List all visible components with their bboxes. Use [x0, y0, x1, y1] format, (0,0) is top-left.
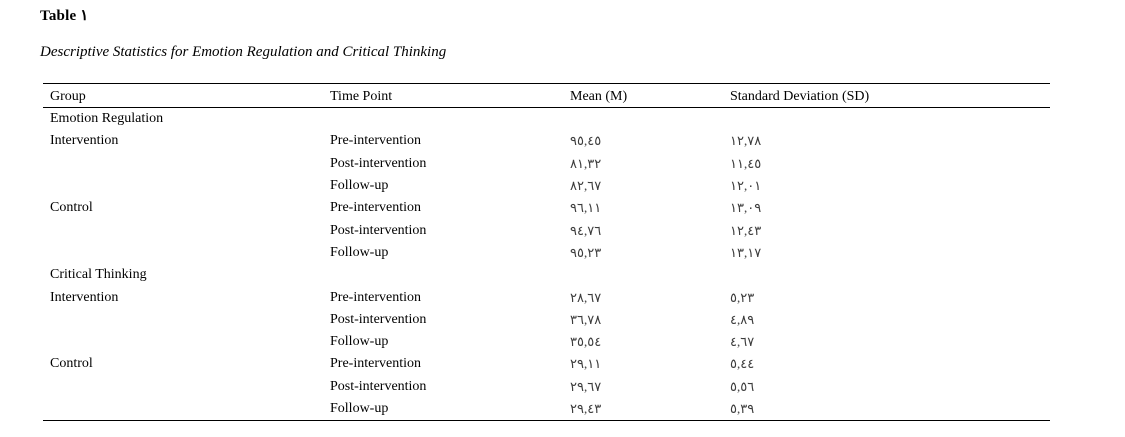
- mean-cell: ٩٦,١١: [570, 200, 602, 216]
- sd-cell: ٤,٨٩: [730, 311, 755, 327]
- time-cell: Pre-intervention: [330, 200, 421, 216]
- group-cell: Critical Thinking: [50, 267, 147, 283]
- mean-cell: ٨٢,٦٧: [570, 178, 602, 194]
- group-cell: Intervention: [50, 133, 119, 149]
- table-header-row: Group Time Point Mean (M) Standard Devia…: [43, 83, 1050, 108]
- sd-cell: ٥,٥٦: [730, 378, 755, 394]
- table-row: Follow-up ٨٢,٦٧ ١٢,٠١: [43, 175, 1050, 197]
- time-cell: Pre-intervention: [330, 356, 421, 372]
- column-header-time-point: Time Point: [330, 88, 393, 104]
- table-caption: Descriptive Statistics for Emotion Regul…: [40, 44, 447, 60]
- time-cell: Post-intervention: [330, 155, 427, 171]
- column-header-group: Group: [50, 88, 86, 104]
- time-cell: Pre-intervention: [330, 289, 421, 305]
- time-cell: Post-intervention: [330, 311, 427, 327]
- mean-cell: ٣٦,٧٨: [570, 311, 602, 327]
- column-header-sd: Standard Deviation (SD): [730, 88, 870, 104]
- table-row: Post-intervention ٣٦,٧٨ ٤,٨٩: [43, 309, 1050, 331]
- mean-cell: ٨١,٣٢: [570, 155, 602, 171]
- sd-cell: ١٢,٧٨: [730, 133, 762, 149]
- table-row: Follow-up ٩٥,٢٣ ١٣,١٧: [43, 242, 1050, 264]
- group-cell: Emotion Regulation: [50, 111, 164, 127]
- group-cell: Intervention: [50, 289, 119, 305]
- time-cell: Pre-intervention: [330, 133, 421, 149]
- table-row: Control Pre-intervention ٩٦,١١ ١٣,٠٩: [43, 197, 1050, 219]
- sd-cell: ٥,٢٣: [730, 289, 755, 305]
- sd-cell: ٥,٤٤: [730, 356, 755, 372]
- sd-cell: ١٣,١٧: [730, 244, 762, 260]
- time-cell: Post-intervention: [330, 222, 427, 238]
- table-number: Table ١: [40, 8, 89, 24]
- table-row: Post-intervention ٩٤,٧٦ ١٢,٤٣: [43, 219, 1050, 241]
- section-row-critical-thinking: Critical Thinking: [43, 264, 1050, 286]
- sd-cell: ١٢,٤٣: [730, 222, 762, 238]
- sd-cell: ١٣,٠٩: [730, 200, 762, 216]
- sd-cell: ٥,٣٩: [730, 401, 755, 416]
- table-row: Intervention Pre-intervention ٢٨,٦٧ ٥,٢٣: [43, 286, 1050, 308]
- sd-cell: ١١,٤٥: [730, 155, 762, 171]
- mean-cell: ٢٩,١١: [570, 356, 602, 372]
- mean-cell: ٢٨,٦٧: [570, 289, 602, 305]
- time-cell: Follow-up: [330, 401, 389, 416]
- statistics-table: Group Time Point Mean (M) Standard Devia…: [43, 83, 1050, 422]
- table-body: Emotion Regulation Intervention Pre-inte…: [43, 108, 1050, 422]
- table-row: Follow-up ٣٥,٥٤ ٤,٦٧: [43, 331, 1050, 353]
- column-header-mean: Mean (M): [570, 88, 628, 104]
- table-row: Intervention Pre-intervention ٩٥,٤٥ ١٢,٧…: [43, 130, 1050, 152]
- time-cell: Follow-up: [330, 178, 389, 194]
- section-row-emotion-regulation: Emotion Regulation: [43, 108, 1050, 130]
- table-row: Control Pre-intervention ٢٩,١١ ٥,٤٤: [43, 353, 1050, 375]
- mean-cell: ٩٥,٤٥: [570, 133, 602, 149]
- group-cell: Control: [50, 200, 93, 216]
- mean-cell: ٩٥,٢٣: [570, 244, 602, 260]
- mean-cell: ٣٥,٥٤: [570, 334, 602, 350]
- table-row: Post-intervention ٢٩,٦٧ ٥,٥٦: [43, 376, 1050, 398]
- mean-cell: ٢٩,٦٧: [570, 378, 602, 394]
- time-cell: Post-intervention: [330, 378, 427, 394]
- group-cell: Control: [50, 356, 93, 372]
- table-row: Follow-up ٢٩,٤٣ ٥,٣٩: [43, 398, 1050, 420]
- table-row: Post-intervention ٨١,٣٢ ١١,٤٥: [43, 153, 1050, 175]
- time-cell: Follow-up: [330, 244, 389, 260]
- mean-cell: ٢٩,٤٣: [570, 401, 602, 416]
- mean-cell: ٩٤,٧٦: [570, 222, 602, 238]
- sd-cell: ١٢,٠١: [730, 178, 762, 194]
- sd-cell: ٤,٦٧: [730, 334, 755, 350]
- time-cell: Follow-up: [330, 334, 389, 350]
